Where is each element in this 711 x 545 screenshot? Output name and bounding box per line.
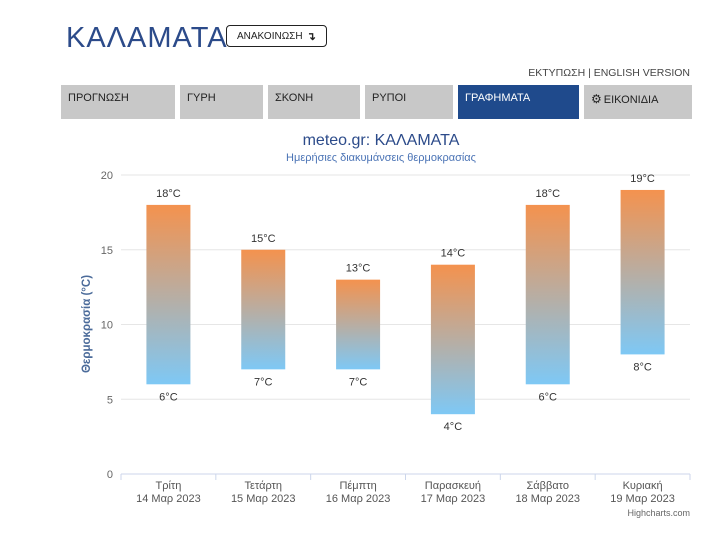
low-temp-label: 6°C xyxy=(159,391,178,403)
x-tick-day: Σάββατο xyxy=(527,480,569,492)
x-tick-date: 17 Μαρ 2023 xyxy=(421,493,486,505)
high-temp-label: 15°C xyxy=(251,233,276,245)
gear-icon: ⚙ xyxy=(591,92,602,106)
temperature-range-bar[interactable] xyxy=(430,264,475,415)
page-title: ΚΑΛΑΜΑΤΑ xyxy=(66,22,228,54)
low-temp-label: 6°C xyxy=(539,391,558,403)
y-tick-label: 15 xyxy=(101,245,113,257)
temperature-range-bar[interactable] xyxy=(336,279,381,370)
announce-label: ΑΝΑΚΟΙΝΩΣΗ xyxy=(237,30,303,42)
link-separator: | xyxy=(585,67,594,79)
x-tick-date: 14 Μαρ 2023 xyxy=(136,493,201,505)
low-temp-label: 7°C xyxy=(254,376,273,388)
grid-lines xyxy=(120,174,691,480)
y-tick-label: 20 xyxy=(101,170,113,182)
y-tick-label: 10 xyxy=(101,320,113,332)
announce-button[interactable]: ΑΝΑΚΟΙΝΩΣΗ ↴ xyxy=(226,25,327,47)
x-tick-day: Παρασκευή xyxy=(425,480,481,492)
tab-forecast[interactable]: ΠΡΟΓΝΩΣΗ xyxy=(61,85,175,119)
high-temp-label: 18°C xyxy=(156,188,181,200)
top-links: ΕΚΤΥΠΩΣΗ | ENGLISH VERSION xyxy=(528,67,690,79)
bar-series: 18°C 6°C 15°C 7°C 13°C 7°C 14°C 4°C 18°C 6°C 19°C 8… xyxy=(146,173,665,433)
x-tick-day: Τρίτη xyxy=(155,480,181,492)
chart-title: meteo.gr: ΚΑΛΑΜΑΤΑ xyxy=(303,132,460,149)
temperature-range-bar[interactable] xyxy=(241,249,286,370)
x-tick-date: 19 Μαρ 2023 xyxy=(610,493,675,505)
tab-label: ΣΚΟΝΗ xyxy=(275,92,314,104)
high-temp-label: 14°C xyxy=(441,248,466,260)
x-tick-date: 15 Μαρ 2023 xyxy=(231,493,296,505)
low-temp-label: 7°C xyxy=(349,376,368,388)
x-tick-day: Τετάρτη xyxy=(244,480,282,492)
tab-pollen[interactable]: ΓΥΡΗ xyxy=(180,85,263,119)
high-temp-label: 19°C xyxy=(630,173,655,185)
low-temp-label: 4°C xyxy=(444,421,463,433)
tab-icons[interactable]: ⚙ ΕΙΚΟΝΙΔΙΑ xyxy=(584,85,692,119)
x-tick-day: Πέμπτη xyxy=(339,480,376,492)
temperature-range-bar[interactable] xyxy=(525,204,570,385)
x-tick-date: 18 Μαρ 2023 xyxy=(515,493,580,505)
chart-subtitle: Ημερήσιες διακυμάνσεις θερμοκρασίας xyxy=(286,152,476,164)
tab-charts[interactable]: ΓΡΑΦΗΜΑΤΑ xyxy=(458,85,579,119)
y-axis-ticks: 0 5 10 15 20 xyxy=(101,170,113,481)
y-axis-title: Θερμοκρασία (°C) xyxy=(81,275,93,373)
y-tick-label: 5 xyxy=(107,394,113,406)
tab-label: ΓΥΡΗ xyxy=(187,92,216,104)
arrow-down-turn-icon: ↴ xyxy=(306,30,316,43)
tab-label: ΡΥΠΟΙ xyxy=(372,92,407,104)
x-tick-date: 16 Μαρ 2023 xyxy=(326,493,391,505)
y-tick-label: 0 xyxy=(107,469,113,481)
tab-dust[interactable]: ΣΚΟΝΗ xyxy=(268,85,360,119)
tab-label: ΠΡΟΓΝΩΣΗ xyxy=(68,92,129,104)
x-tick-day: Κυριακή xyxy=(623,480,663,492)
temperature-range-bar[interactable] xyxy=(620,189,665,355)
tab-pollutants[interactable]: ΡΥΠΟΙ xyxy=(365,85,453,119)
chart-credits: Highcharts.com xyxy=(627,508,690,518)
high-temp-label: 13°C xyxy=(346,263,371,275)
english-version-link[interactable]: ENGLISH VERSION xyxy=(593,67,690,79)
print-link[interactable]: ΕΚΤΥΠΩΣΗ xyxy=(528,67,586,79)
tab-label: ΓΡΑΦΗΜΑΤΑ xyxy=(465,92,531,104)
low-temp-label: 8°C xyxy=(633,361,652,373)
temperature-range-bar[interactable] xyxy=(146,204,191,385)
tab-label: ΕΙΚΟΝΙΔΙΑ xyxy=(603,94,659,106)
high-temp-label: 18°C xyxy=(535,188,560,200)
